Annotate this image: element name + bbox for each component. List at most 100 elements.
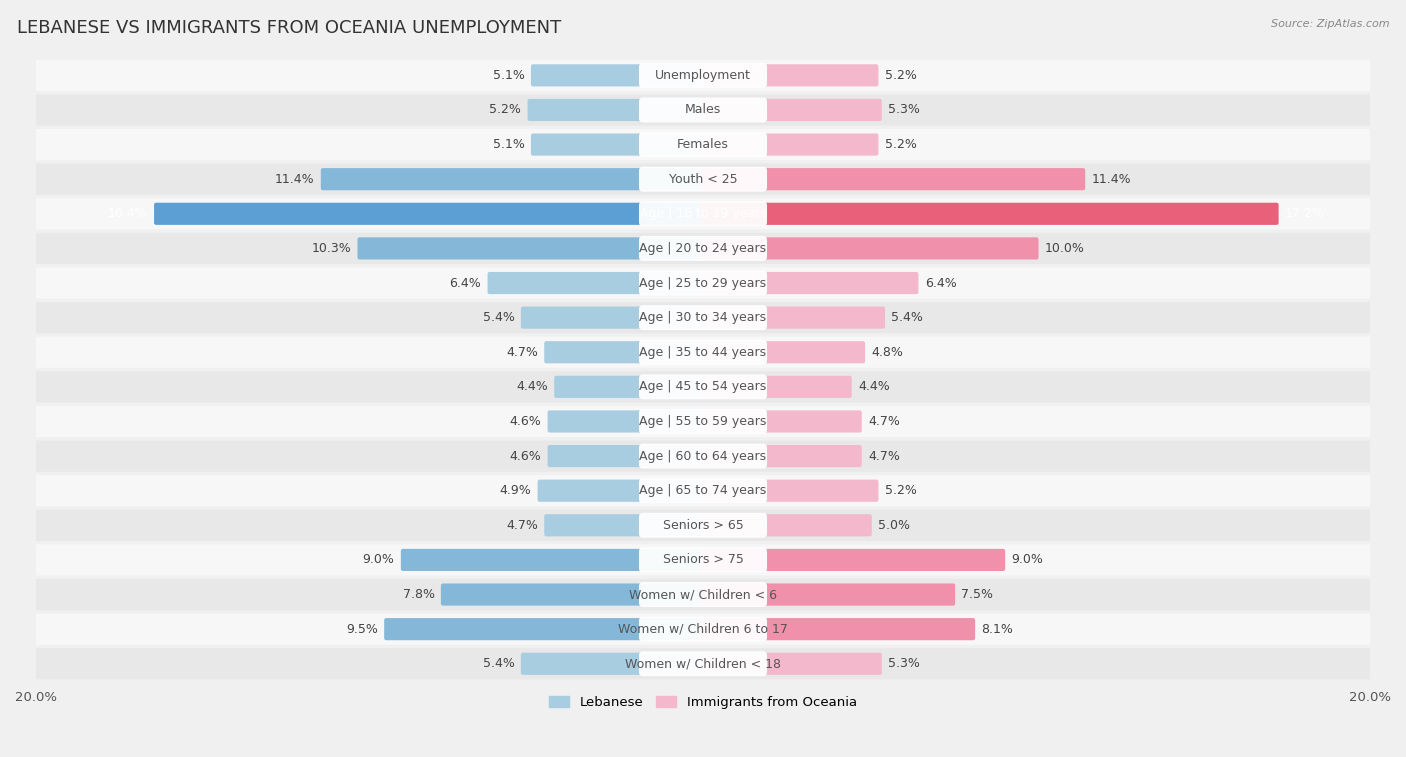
FancyBboxPatch shape	[638, 512, 768, 537]
Text: 11.4%: 11.4%	[1091, 173, 1132, 185]
FancyBboxPatch shape	[702, 618, 976, 640]
FancyBboxPatch shape	[638, 236, 768, 261]
Text: Males: Males	[685, 104, 721, 117]
FancyBboxPatch shape	[638, 63, 768, 88]
FancyBboxPatch shape	[35, 337, 1371, 368]
Text: 7.5%: 7.5%	[962, 588, 994, 601]
FancyBboxPatch shape	[520, 653, 704, 674]
FancyBboxPatch shape	[702, 272, 918, 294]
FancyBboxPatch shape	[547, 445, 704, 467]
FancyBboxPatch shape	[520, 307, 704, 329]
FancyBboxPatch shape	[638, 270, 768, 295]
Text: 4.7%: 4.7%	[868, 415, 900, 428]
Text: Seniors > 65: Seniors > 65	[662, 519, 744, 532]
FancyBboxPatch shape	[638, 375, 768, 400]
FancyBboxPatch shape	[702, 64, 879, 86]
Text: 11.4%: 11.4%	[274, 173, 315, 185]
FancyBboxPatch shape	[702, 410, 862, 432]
Text: Women w/ Children < 18: Women w/ Children < 18	[626, 657, 780, 670]
FancyBboxPatch shape	[35, 129, 1371, 160]
FancyBboxPatch shape	[547, 410, 704, 432]
FancyBboxPatch shape	[35, 475, 1371, 506]
FancyBboxPatch shape	[35, 302, 1371, 333]
FancyBboxPatch shape	[531, 64, 704, 86]
FancyBboxPatch shape	[638, 340, 768, 365]
Text: 9.0%: 9.0%	[1011, 553, 1043, 566]
FancyBboxPatch shape	[35, 406, 1371, 437]
Text: 5.0%: 5.0%	[879, 519, 910, 532]
FancyBboxPatch shape	[537, 480, 704, 502]
Text: Age | 45 to 54 years: Age | 45 to 54 years	[640, 380, 766, 394]
Text: Age | 55 to 59 years: Age | 55 to 59 years	[640, 415, 766, 428]
Text: Females: Females	[678, 138, 728, 151]
FancyBboxPatch shape	[384, 618, 704, 640]
FancyBboxPatch shape	[638, 305, 768, 330]
Text: 4.8%: 4.8%	[872, 346, 903, 359]
Text: 5.1%: 5.1%	[492, 69, 524, 82]
Text: 4.7%: 4.7%	[506, 519, 538, 532]
FancyBboxPatch shape	[638, 201, 768, 226]
FancyBboxPatch shape	[544, 514, 704, 537]
FancyBboxPatch shape	[702, 653, 882, 674]
FancyBboxPatch shape	[35, 60, 1371, 91]
Text: 5.1%: 5.1%	[492, 138, 524, 151]
FancyBboxPatch shape	[638, 98, 768, 123]
FancyBboxPatch shape	[638, 167, 768, 192]
Text: 17.2%: 17.2%	[1285, 207, 1324, 220]
FancyBboxPatch shape	[155, 203, 704, 225]
Text: 4.6%: 4.6%	[509, 450, 541, 463]
FancyBboxPatch shape	[441, 584, 704, 606]
FancyBboxPatch shape	[702, 341, 865, 363]
FancyBboxPatch shape	[702, 99, 882, 121]
Text: Women w/ Children < 6: Women w/ Children < 6	[628, 588, 778, 601]
Text: 5.2%: 5.2%	[884, 138, 917, 151]
Text: 5.2%: 5.2%	[884, 484, 917, 497]
FancyBboxPatch shape	[702, 375, 852, 398]
FancyBboxPatch shape	[638, 651, 768, 676]
FancyBboxPatch shape	[702, 168, 1085, 190]
FancyBboxPatch shape	[554, 375, 704, 398]
FancyBboxPatch shape	[35, 164, 1371, 195]
FancyBboxPatch shape	[702, 238, 1039, 260]
Text: 8.1%: 8.1%	[981, 623, 1014, 636]
Text: 6.4%: 6.4%	[925, 276, 956, 289]
Text: Age | 60 to 64 years: Age | 60 to 64 years	[640, 450, 766, 463]
FancyBboxPatch shape	[638, 478, 768, 503]
Text: Youth < 25: Youth < 25	[669, 173, 737, 185]
Text: Age | 20 to 24 years: Age | 20 to 24 years	[640, 242, 766, 255]
FancyBboxPatch shape	[544, 341, 704, 363]
Text: Source: ZipAtlas.com: Source: ZipAtlas.com	[1271, 19, 1389, 29]
Text: 9.0%: 9.0%	[363, 553, 395, 566]
FancyBboxPatch shape	[702, 307, 886, 329]
Text: 6.4%: 6.4%	[450, 276, 481, 289]
Text: 5.3%: 5.3%	[889, 657, 920, 670]
Text: Women w/ Children 6 to 17: Women w/ Children 6 to 17	[619, 623, 787, 636]
Text: 5.2%: 5.2%	[884, 69, 917, 82]
Text: Age | 16 to 19 years: Age | 16 to 19 years	[640, 207, 766, 220]
FancyBboxPatch shape	[702, 203, 1278, 225]
FancyBboxPatch shape	[638, 444, 768, 469]
Text: 5.4%: 5.4%	[482, 657, 515, 670]
FancyBboxPatch shape	[702, 549, 1005, 571]
Text: 5.3%: 5.3%	[889, 104, 920, 117]
Text: 9.5%: 9.5%	[346, 623, 378, 636]
FancyBboxPatch shape	[35, 441, 1371, 472]
Text: Unemployment: Unemployment	[655, 69, 751, 82]
FancyBboxPatch shape	[638, 547, 768, 572]
FancyBboxPatch shape	[638, 617, 768, 642]
Text: 10.0%: 10.0%	[1045, 242, 1084, 255]
Text: 16.4%: 16.4%	[108, 207, 148, 220]
Text: 4.9%: 4.9%	[499, 484, 531, 497]
FancyBboxPatch shape	[321, 168, 704, 190]
FancyBboxPatch shape	[531, 133, 704, 156]
Text: 7.8%: 7.8%	[402, 588, 434, 601]
FancyBboxPatch shape	[638, 132, 768, 157]
FancyBboxPatch shape	[35, 267, 1371, 298]
FancyBboxPatch shape	[35, 579, 1371, 610]
FancyBboxPatch shape	[35, 509, 1371, 541]
FancyBboxPatch shape	[702, 514, 872, 537]
FancyBboxPatch shape	[35, 544, 1371, 575]
FancyBboxPatch shape	[702, 445, 862, 467]
FancyBboxPatch shape	[35, 614, 1371, 645]
Text: 4.7%: 4.7%	[868, 450, 900, 463]
